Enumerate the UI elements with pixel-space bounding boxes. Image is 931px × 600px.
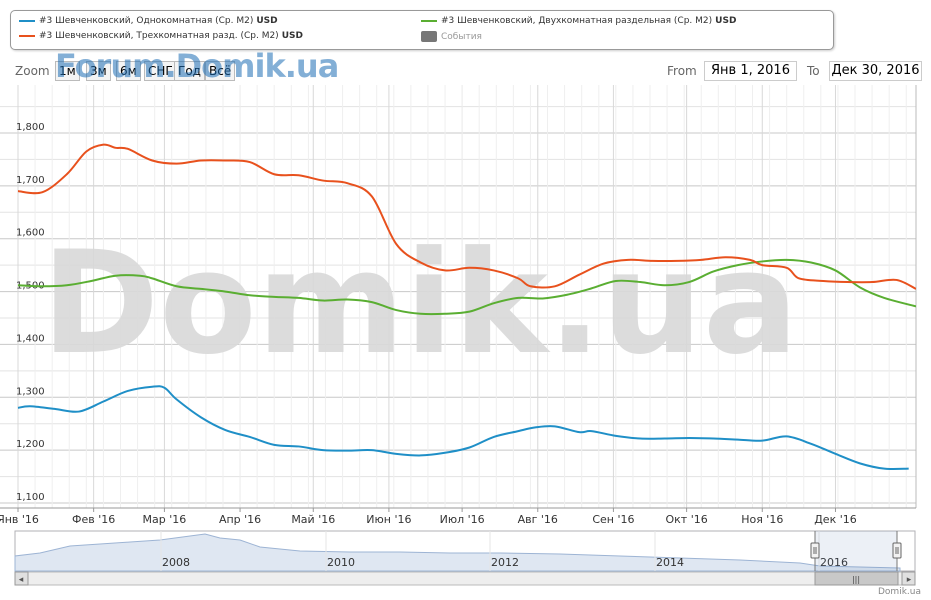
series-line-two-room [17,258,916,316]
zoom-ytd-button[interactable]: СНГ [144,61,177,81]
x-tick-label: Апр '16 [219,513,261,526]
series-line-one-room [17,385,909,471]
zoom-1m-button[interactable]: 1м [55,61,80,81]
navigator-area [14,533,901,572]
navigator-year-label: 2016 [820,556,848,569]
zoom-3m-button[interactable]: 3м [86,61,111,81]
range-from-label: From [667,64,697,78]
legend-label-events: События [441,32,482,42]
legend-swatch-events [421,31,437,42]
navigator-year-label: 2010 [327,556,355,569]
legend-label-two-room: #3 Шевченковский, Двухкомнатная раздельн… [441,16,713,26]
zoom-label: Zoom [15,64,50,78]
x-tick-label: Май '16 [291,513,335,526]
range-to-label: To [807,64,820,78]
legend-label-one-room: #3 Шевченковский, Однокомнатная (Ср. M2) [39,16,254,26]
zoom-all-button[interactable]: Всё [205,61,236,81]
legend-swatch-two-room [421,19,437,22]
zoom-year-button[interactable]: Год [174,61,205,81]
y-tick-label: 1,200 [16,439,45,450]
navigator-year-label: 2012 [491,556,519,569]
x-tick-label: Ноя '16 [741,513,783,526]
legend-unit-two-room: USD [715,16,737,26]
plot-area [0,85,916,508]
x-tick-label: Окт '16 [666,513,708,526]
credit-link[interactable]: Domik.ua [878,587,921,597]
legend-item-two-room[interactable]: #3 Шевченковский, Двухкомнатная раздельн… [421,16,736,26]
scrollbar-track [14,571,916,586]
range-to-input[interactable]: Дек 30, 2016 [829,61,922,81]
scrollbar-right-button[interactable] [901,571,916,586]
scrollbar-thumb[interactable] [814,571,899,586]
legend-item-events[interactable]: События [421,31,482,42]
x-tick-label: Июн '16 [366,513,411,526]
x-tick-label: Авг '16 [518,513,558,526]
legend-unit-one-room: USD [256,16,278,26]
scrollbar-grip: ||| [852,575,860,584]
series-line-three-room [17,143,916,290]
legend-swatch-one-room [19,19,35,22]
x-axis: Янв '16 Фев '16 Мар '16 Апр '16 Май '16 Июн '… [0,508,857,526]
forum-watermark: Forum.Domik.ua [55,47,339,85]
x-tick-label: Дек '16 [814,513,857,526]
y-tick-label: 1,700 [16,175,45,186]
legend-unit-three-room: USD [281,31,303,41]
legend-item-three-room[interactable]: #3 Шевченковский, Трехкомнатная разд. (С… [19,31,303,41]
navigator: 2008 2010 2012 2014 2016 ||| ◂ ▸ [14,530,916,586]
x-tick-label: Сен '16 [592,513,634,526]
right-arrow-icon: ▸ [907,575,912,585]
navigator-year-label: 2008 [162,556,190,569]
range-from-input[interactable]: Янв 1, 2016 [704,61,797,81]
zoom-6m-button[interactable]: 6м [116,61,141,81]
x-tick-label: Янв '16 [0,513,39,526]
y-tick-label: 1,100 [16,492,45,503]
legend-item-one-room[interactable]: #3 Шевченковский, Однокомнатная (Ср. M2)… [19,16,278,26]
legend-swatch-three-room [19,34,35,37]
navigator-year-label: 2014 [656,556,684,569]
scrollbar-left-button[interactable] [14,571,29,586]
domik-watermark: Domik.ua [41,221,798,386]
y-tick-label: 1,600 [16,228,45,239]
navigator-handle-right[interactable] [892,542,902,559]
x-tick-label: Мар '16 [143,513,187,526]
navigator-handle-left[interactable] [810,542,820,559]
chart-legend: #3 Шевченковский, Однокомнатная (Ср. M2)… [10,10,834,50]
x-tick-label: Фев '16 [72,513,115,526]
chart-series [17,143,916,471]
left-arrow-icon: ◂ [19,575,24,585]
chart-grid [0,85,917,509]
y-tick-label: 1,300 [16,386,45,397]
navigator-selection [815,531,897,571]
y-tick-label: 1,800 [16,122,45,133]
y-tick-label: 1,400 [16,333,45,344]
x-tick-label: Июл '16 [440,513,485,526]
legend-label-three-room: #3 Шевченковский, Трехкомнатная разд. (С… [39,31,279,41]
